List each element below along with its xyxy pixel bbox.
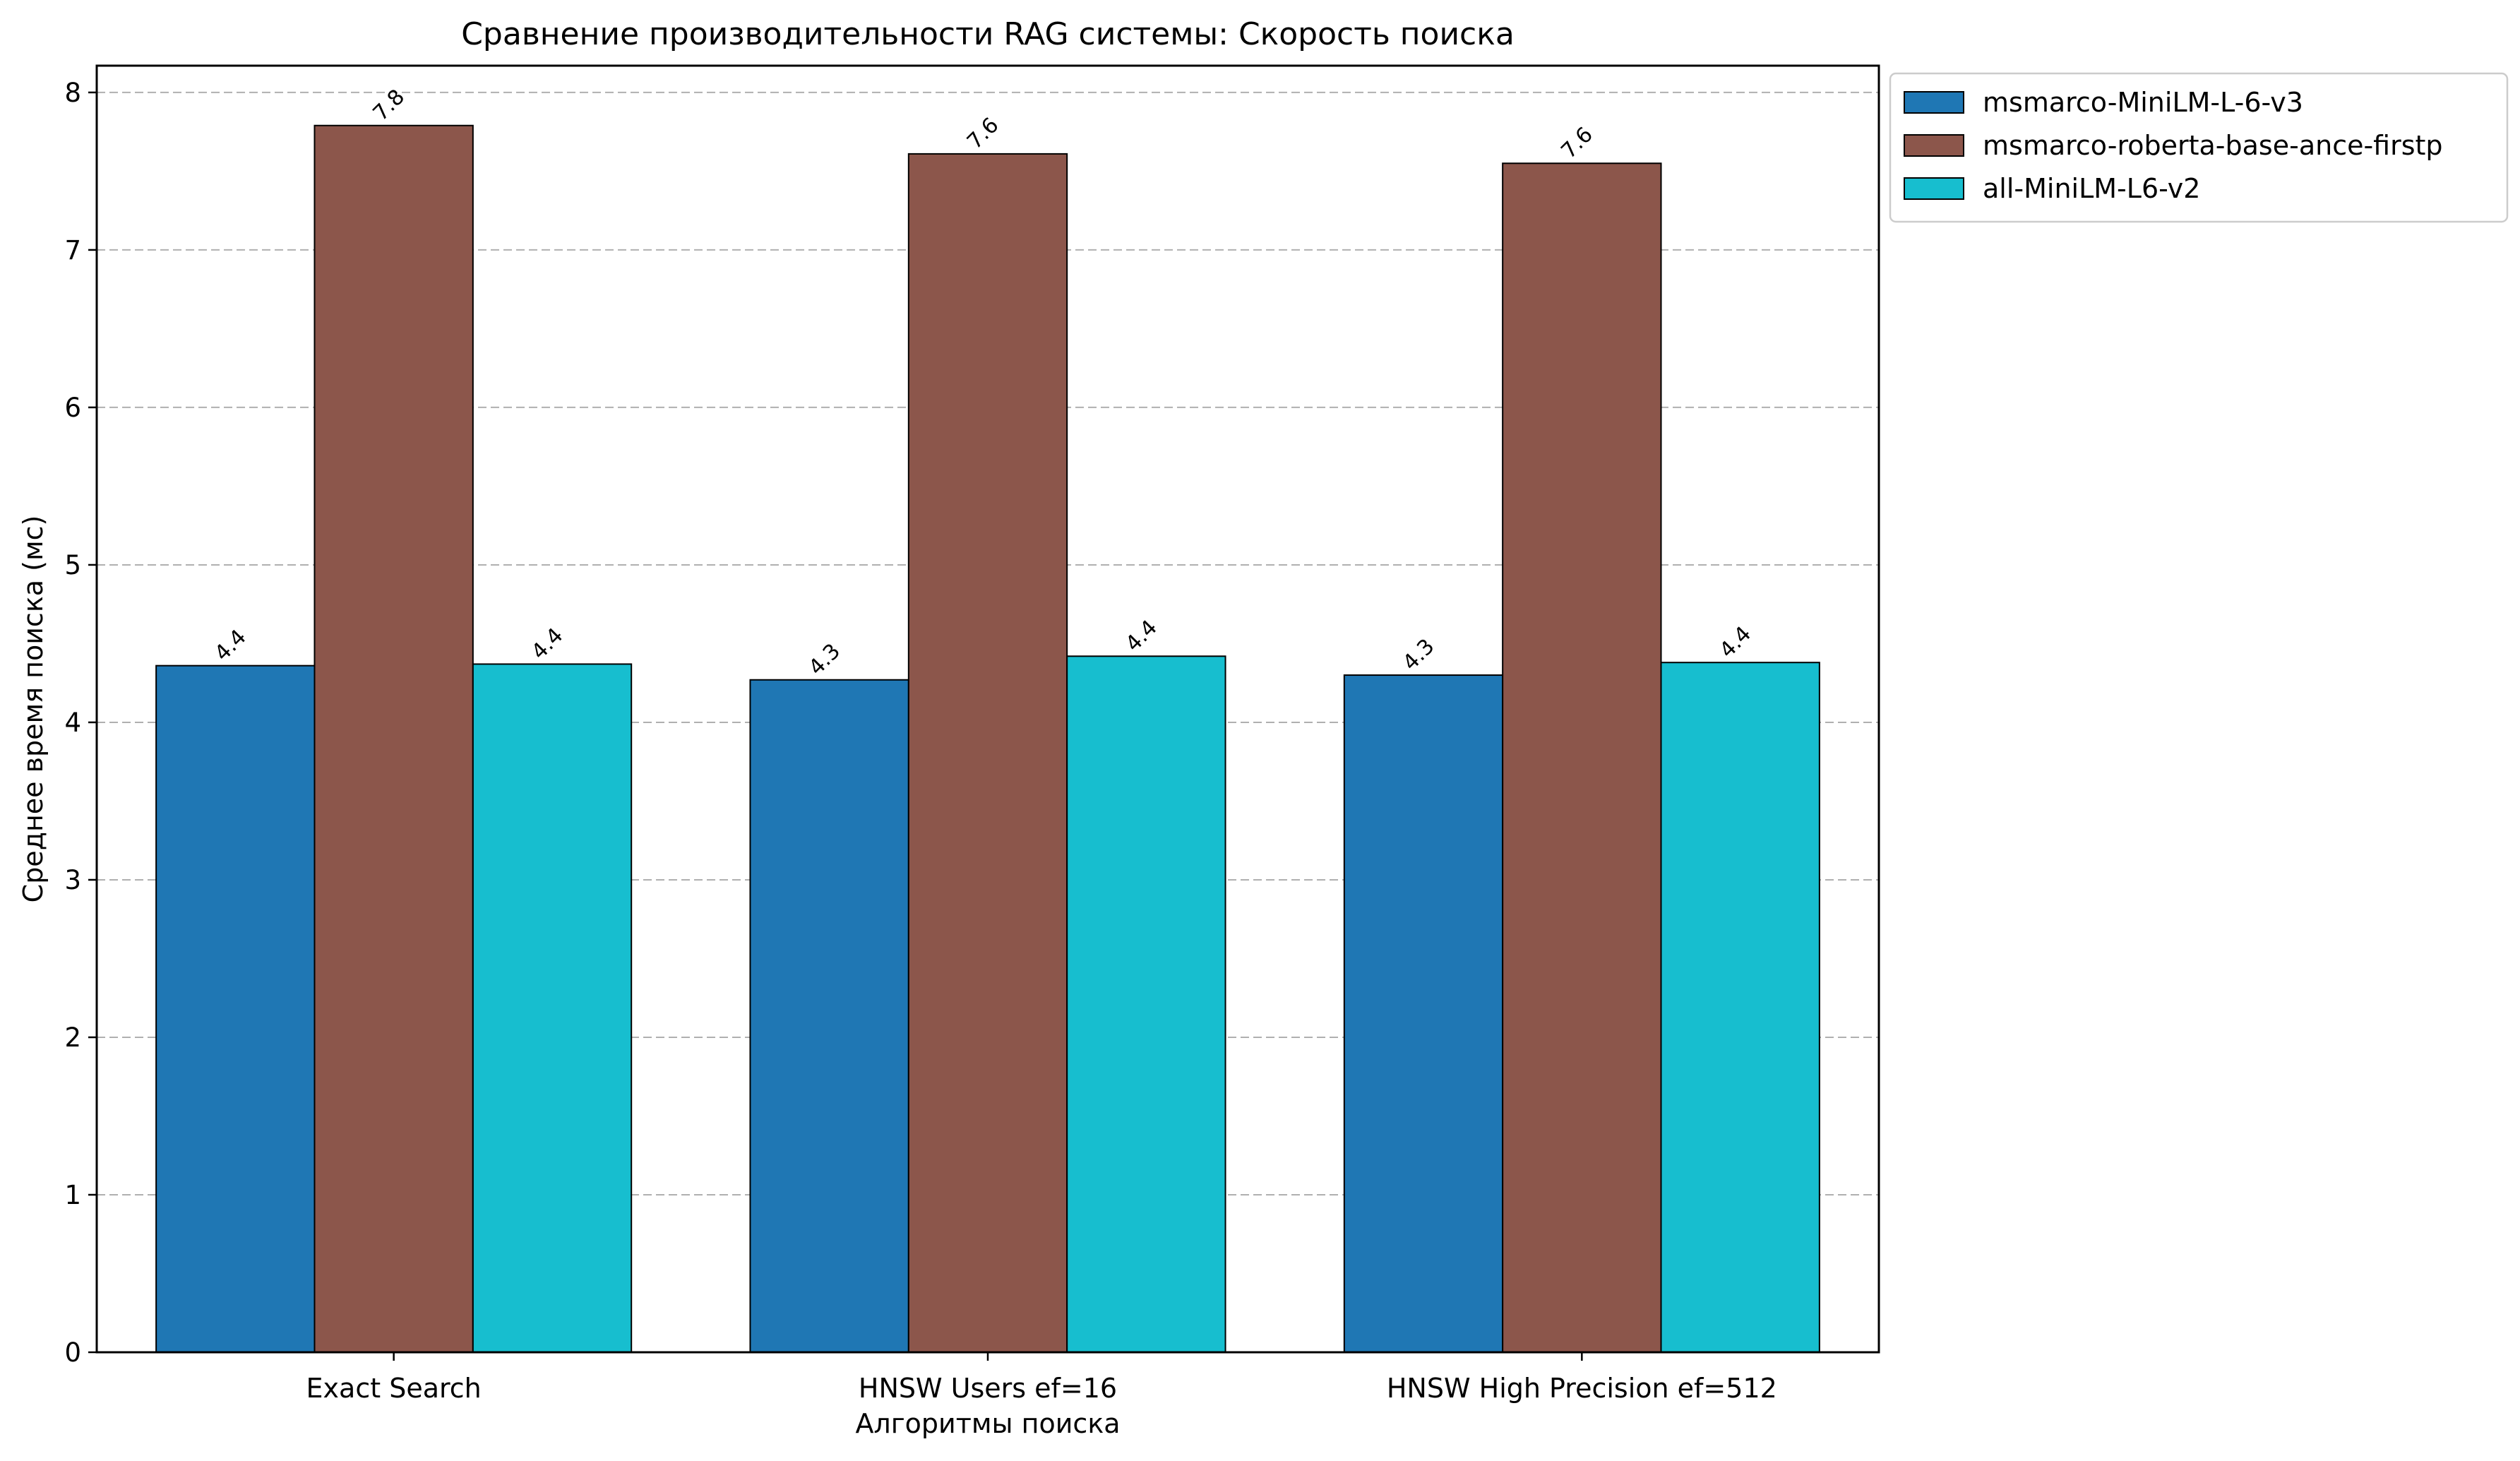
y-tick-label: 8 xyxy=(64,78,81,108)
bar xyxy=(472,663,633,1353)
legend-label: all-MiniLM-L6-v2 xyxy=(1983,173,2200,204)
y-tick-label: 1 xyxy=(64,1180,81,1210)
bar xyxy=(155,664,316,1353)
chart-title: Сравнение производительности RAG системы… xyxy=(461,16,1515,52)
bar xyxy=(1502,162,1662,1353)
legend: msmarco-MiniLM-L-6-v3 msmarco-roberta-bas… xyxy=(1889,72,2509,223)
x-tick-label: Exact Search xyxy=(306,1373,482,1404)
y-tick-label: 2 xyxy=(64,1022,81,1053)
bar xyxy=(907,153,1068,1354)
bars xyxy=(155,124,1820,1354)
bar xyxy=(1066,655,1226,1353)
y-tick-label: 6 xyxy=(64,393,81,423)
legend-label: msmarco-MiniLM-L-6-v3 xyxy=(1983,87,2303,118)
x-axis-label: Алгоритмы поиска xyxy=(855,1408,1120,1439)
legend-label: msmarco-roberta-base-ance-firstp xyxy=(1983,130,2443,161)
y-tick-label: 0 xyxy=(64,1337,81,1368)
bar xyxy=(749,679,909,1353)
x-axis: Exact Search HNSW Users ef=16 HNSW High Pr… xyxy=(306,1352,1777,1404)
y-axis: 0 1 2 3 4 5 6 7 8 xyxy=(64,78,97,1368)
y-tick-label: 3 xyxy=(64,865,81,895)
x-tick-label: HNSW High Precision ef=512 xyxy=(1387,1373,1777,1404)
legend-swatch xyxy=(1904,134,1964,157)
bar xyxy=(313,124,474,1354)
legend-swatch xyxy=(1904,91,1964,114)
legend-box xyxy=(1889,72,2509,223)
y-axis-label: Среднее время поиска (мс) xyxy=(18,515,49,903)
x-tick-label: HNSW Users ef=16 xyxy=(859,1373,1117,1404)
bar xyxy=(1343,674,1504,1353)
y-tick-label: 7 xyxy=(64,235,81,266)
y-tick-label: 5 xyxy=(64,550,81,580)
legend-swatch xyxy=(1904,177,1964,200)
y-tick-label: 4 xyxy=(64,708,81,738)
bar xyxy=(1660,662,1820,1353)
